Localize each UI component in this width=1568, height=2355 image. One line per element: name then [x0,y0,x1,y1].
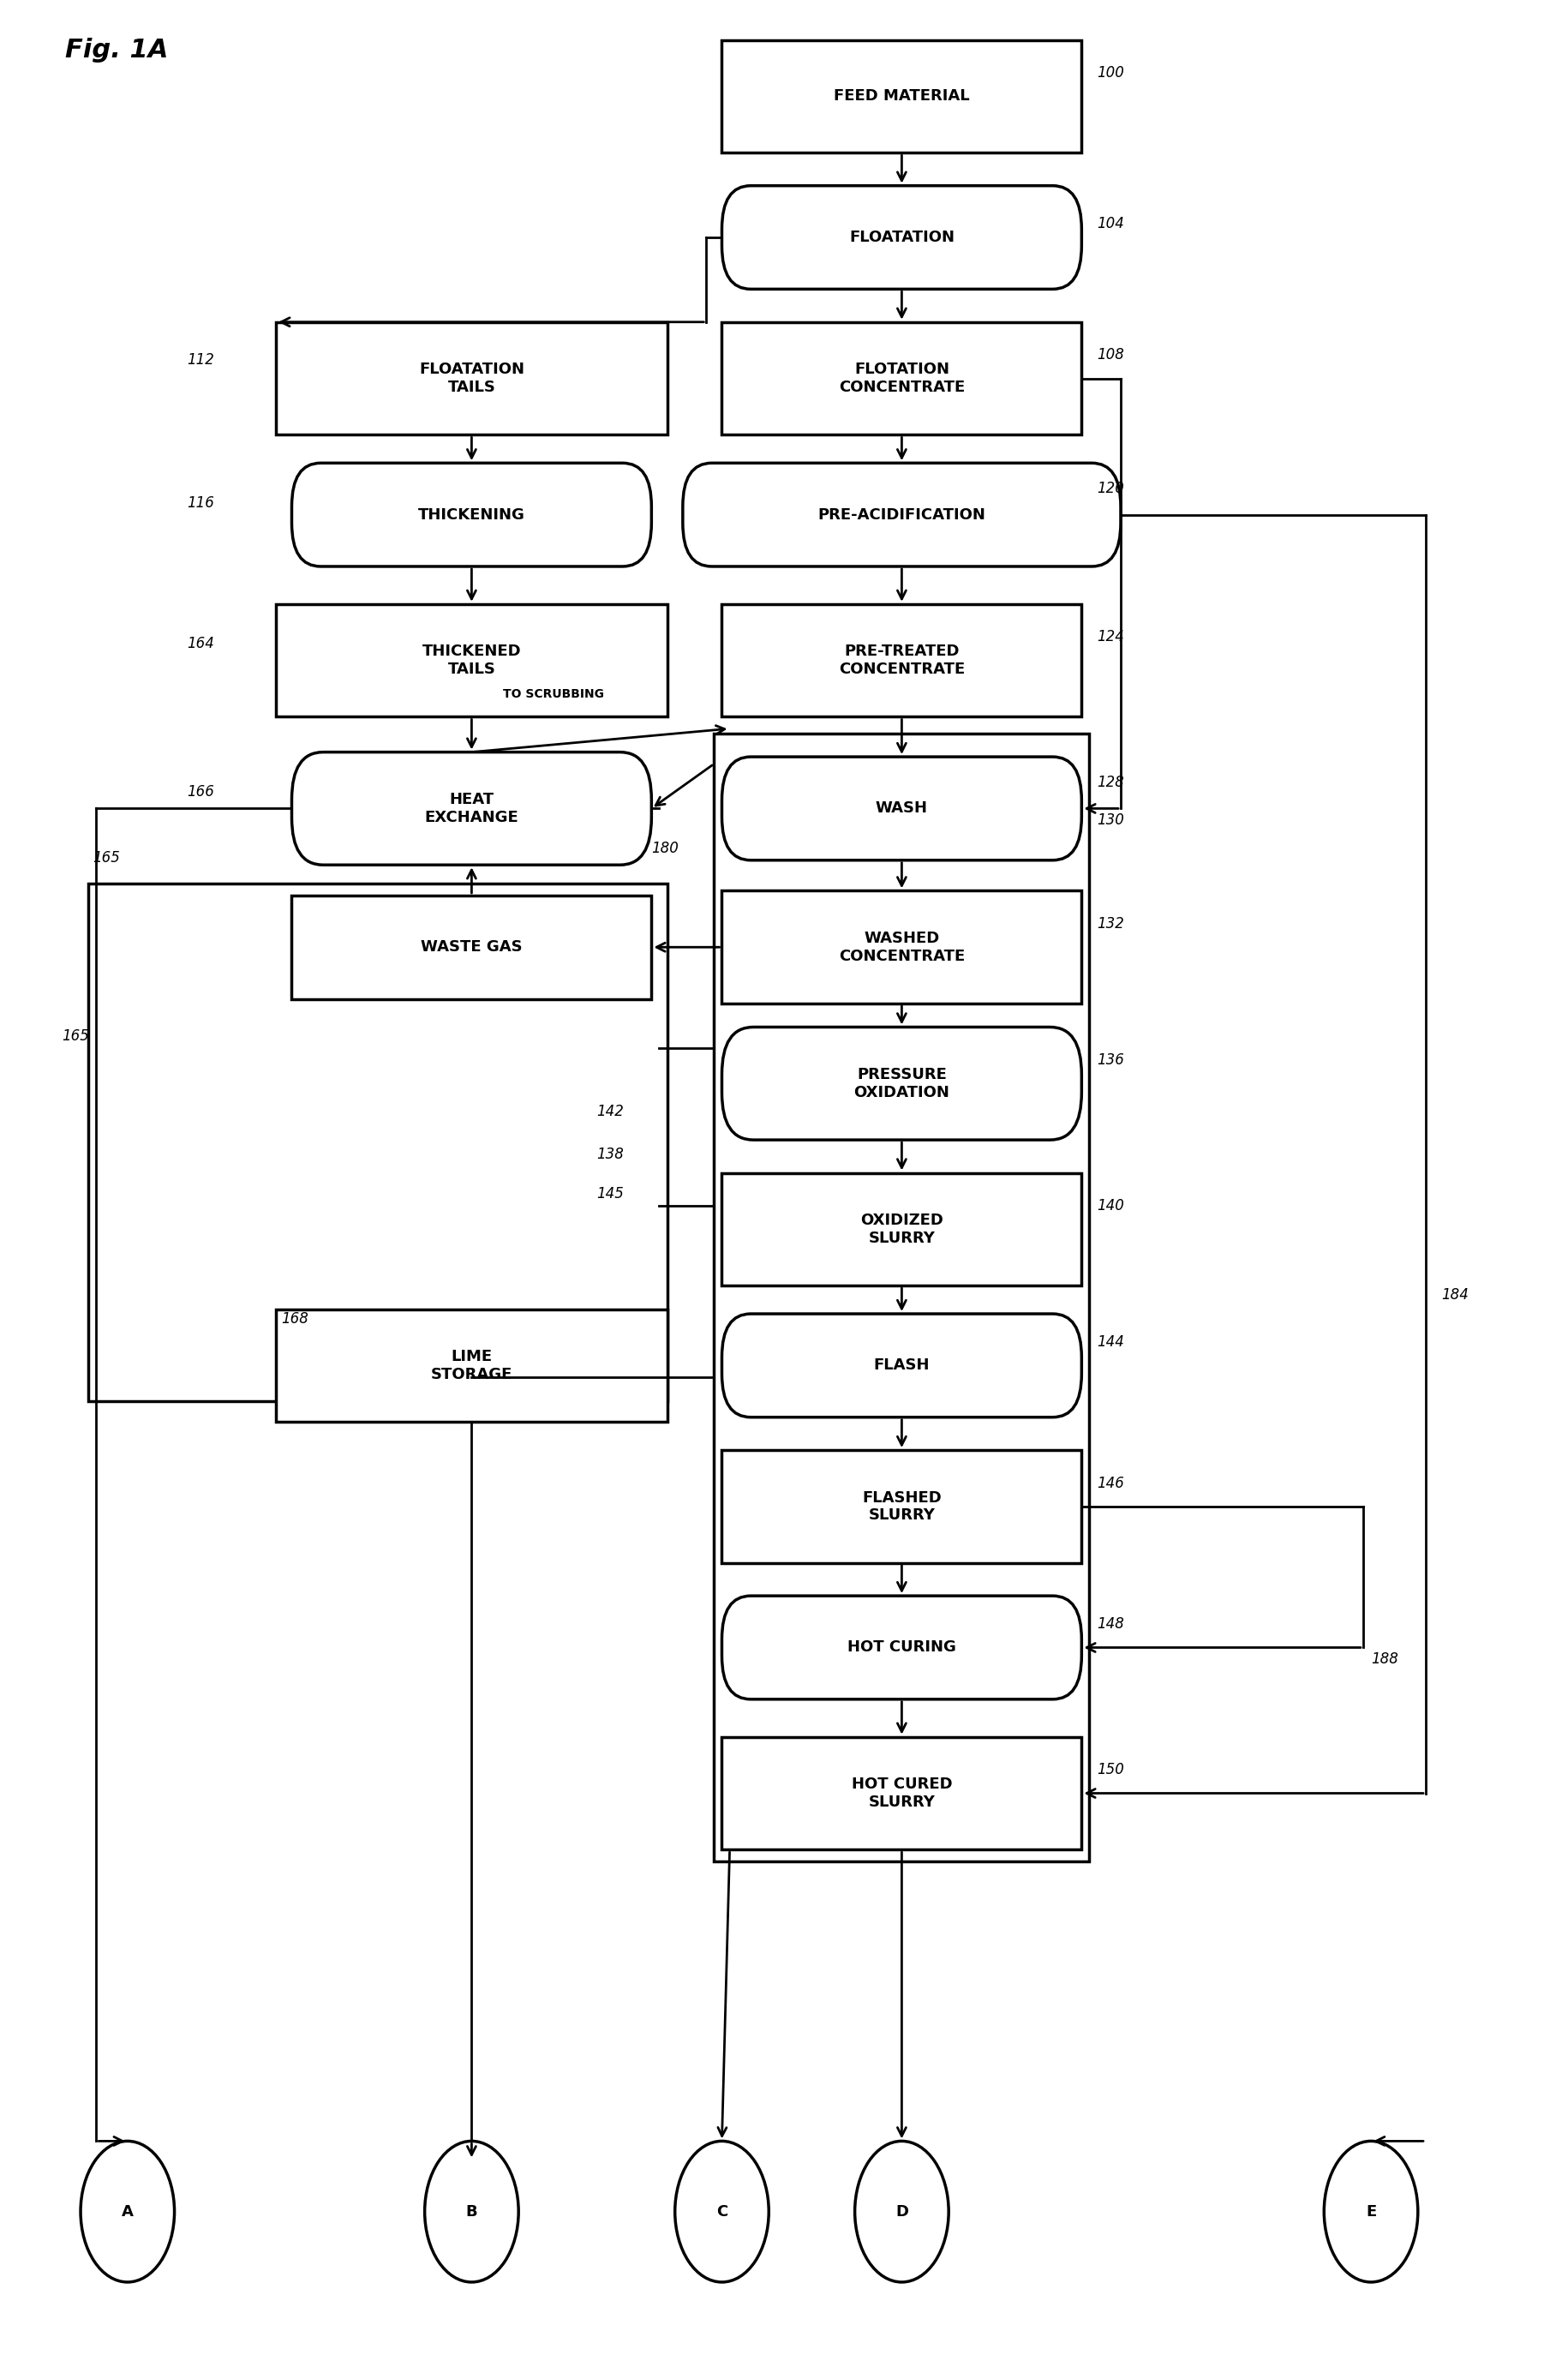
FancyBboxPatch shape [721,1451,1080,1564]
Text: 136: 136 [1096,1053,1124,1067]
Text: OXIDIZED
SLURRY: OXIDIZED SLURRY [859,1213,942,1246]
Text: HOT CURED
SLURRY: HOT CURED SLURRY [851,1776,952,1811]
Text: THICKENING: THICKENING [419,506,525,523]
FancyBboxPatch shape [292,895,651,999]
FancyBboxPatch shape [721,323,1080,436]
FancyBboxPatch shape [721,40,1080,153]
Text: 140: 140 [1096,1199,1124,1213]
Text: WASHED
CONCENTRATE: WASHED CONCENTRATE [839,930,964,963]
Text: 112: 112 [187,351,215,367]
Text: 100: 100 [1096,66,1124,80]
Text: B: B [466,2204,477,2218]
Text: 165: 165 [93,850,121,867]
Text: 148: 148 [1096,1616,1124,1632]
Text: 188: 188 [1370,1651,1397,1667]
Text: FLASH: FLASH [873,1359,930,1373]
Text: 164: 164 [187,636,215,652]
Text: 104: 104 [1096,217,1124,231]
Text: 132: 132 [1096,916,1124,930]
Text: 165: 165 [61,1029,89,1043]
Text: 144: 144 [1096,1335,1124,1349]
Text: FLASHED
SLURRY: FLASHED SLURRY [861,1491,941,1524]
FancyBboxPatch shape [721,1314,1080,1418]
Text: 184: 184 [1441,1288,1468,1302]
FancyBboxPatch shape [721,756,1080,860]
Text: 124: 124 [1096,629,1124,645]
Text: HEAT
EXCHANGE: HEAT EXCHANGE [425,791,519,824]
Text: LIME
STORAGE: LIME STORAGE [431,1349,513,1382]
Text: 166: 166 [187,784,215,801]
Text: 116: 116 [187,495,215,511]
FancyBboxPatch shape [721,186,1080,290]
Text: FEED MATERIAL: FEED MATERIAL [833,89,969,104]
Text: 138: 138 [596,1147,624,1161]
FancyBboxPatch shape [682,464,1120,568]
Text: HOT CURING: HOT CURING [847,1639,955,1656]
FancyBboxPatch shape [276,323,666,436]
Text: D: D [895,2204,908,2218]
FancyBboxPatch shape [721,1597,1080,1700]
FancyBboxPatch shape [292,464,651,568]
Text: FLOATATION: FLOATATION [848,231,953,245]
FancyBboxPatch shape [721,1173,1080,1286]
Text: FLOATATION
TAILS: FLOATATION TAILS [419,363,524,396]
Text: PRE-TREATED
CONCENTRATE: PRE-TREATED CONCENTRATE [839,643,964,678]
Text: 142: 142 [596,1104,624,1119]
FancyBboxPatch shape [721,890,1080,1003]
FancyBboxPatch shape [721,603,1080,716]
Text: 168: 168 [281,1312,307,1326]
Text: 150: 150 [1096,1762,1124,1778]
Text: C: C [717,2204,728,2218]
Text: TO SCRUBBING: TO SCRUBBING [503,688,604,699]
Text: 145: 145 [596,1187,624,1201]
Text: 128: 128 [1096,775,1124,791]
Text: 180: 180 [651,841,679,857]
Text: FLOTATION
CONCENTRATE: FLOTATION CONCENTRATE [839,363,964,396]
Text: 120: 120 [1096,480,1124,497]
FancyBboxPatch shape [721,1738,1080,1849]
Text: 130: 130 [1096,812,1124,829]
Text: WASH: WASH [875,801,927,817]
Text: THICKENED
TAILS: THICKENED TAILS [422,643,521,678]
Text: Fig. 1A: Fig. 1A [64,38,168,64]
Text: A: A [121,2204,133,2218]
Text: 108: 108 [1096,346,1124,363]
Text: PRESSURE
OXIDATION: PRESSURE OXIDATION [853,1067,949,1100]
FancyBboxPatch shape [292,751,651,864]
FancyBboxPatch shape [276,603,666,716]
FancyBboxPatch shape [721,1027,1080,1140]
Text: WASTE GAS: WASTE GAS [420,940,522,954]
Text: E: E [1366,2204,1375,2218]
Text: PRE-ACIDIFICATION: PRE-ACIDIFICATION [817,506,985,523]
FancyBboxPatch shape [276,1309,666,1422]
Text: 146: 146 [1096,1474,1124,1491]
